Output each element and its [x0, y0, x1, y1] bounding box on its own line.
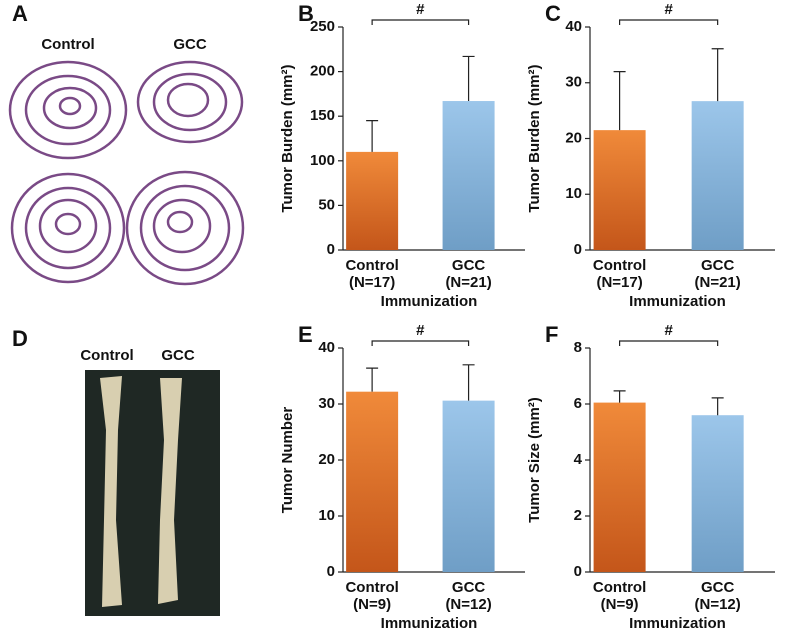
x-tick-label: GCC — [452, 579, 486, 596]
x-tick-sublabel: (N=9) — [601, 596, 639, 613]
error-bar — [711, 397, 724, 416]
y-tick-label: 50 — [318, 196, 335, 213]
bar — [593, 130, 646, 250]
error-bar — [366, 367, 379, 392]
error-bar — [711, 48, 724, 102]
bar — [346, 391, 399, 572]
y-axis-label: Tumor Number — [279, 407, 296, 514]
panel-label: A — [12, 1, 28, 26]
y-axis-label: Tumor Burden (mm²) — [279, 64, 296, 212]
y-tick-label: 20 — [565, 129, 582, 146]
x-tick-label: GCC — [452, 257, 486, 274]
image-caption: GCC — [161, 347, 195, 364]
panel-d: D Control GCC — [12, 326, 220, 616]
error-bar — [462, 364, 475, 401]
image-caption: Control — [41, 36, 94, 53]
x-axis-label: Immunization — [381, 615, 478, 632]
y-tick-label: 150 — [310, 107, 335, 124]
bar — [593, 402, 646, 572]
bar — [691, 101, 744, 251]
significance-bracket — [371, 340, 470, 346]
x-tick-label: Control — [593, 579, 646, 596]
x-axis-label: Immunization — [381, 293, 478, 310]
x-tick-sublabel: (N=17) — [349, 274, 395, 291]
error-bar — [613, 390, 626, 403]
x-tick-sublabel: (N=9) — [353, 596, 391, 613]
colon-control — [100, 376, 122, 607]
error-bar — [366, 120, 379, 152]
histology-sections — [8, 60, 245, 286]
x-axis-label: Immunization — [629, 615, 726, 632]
x-tick-sublabel: (N=21) — [695, 274, 741, 291]
panel-label: E — [298, 322, 313, 347]
panel-label: B — [298, 1, 314, 26]
y-tick-label: 30 — [565, 74, 582, 91]
significance-bracket — [371, 19, 470, 25]
x-tick-sublabel: (N=17) — [596, 274, 642, 291]
y-tick-label: 0 — [327, 563, 335, 580]
bar — [442, 101, 495, 250]
x-axis-label: Immunization — [629, 293, 726, 310]
bar — [346, 151, 399, 250]
bar — [691, 415, 744, 572]
y-tick-label: 250 — [310, 18, 335, 35]
y-tick-label: 0 — [574, 241, 582, 258]
significance-bracket — [619, 340, 719, 346]
y-tick-label: 200 — [310, 63, 335, 80]
y-tick-label: 2 — [574, 507, 582, 524]
error-bar — [462, 55, 475, 102]
significance-bracket — [619, 19, 719, 25]
bar — [442, 400, 495, 572]
x-tick-sublabel: (N=12) — [695, 596, 741, 613]
y-tick-label: 4 — [574, 451, 583, 468]
x-tick-sublabel: (N=12) — [445, 596, 491, 613]
panel-label: D — [12, 326, 28, 351]
annotation: # — [416, 1, 425, 18]
x-tick-label: GCC — [701, 257, 735, 274]
y-tick-label: 6 — [574, 395, 582, 412]
annotation: # — [416, 322, 425, 339]
y-tick-label: 40 — [565, 18, 582, 35]
y-tick-label: 10 — [565, 185, 582, 202]
y-axis-label: Tumor Size (mm²) — [526, 397, 543, 523]
annotation: # — [664, 322, 673, 339]
x-tick-label: Control — [345, 257, 398, 274]
annotation: # — [664, 1, 673, 18]
y-tick-label: 0 — [327, 241, 335, 258]
panel-label: F — [545, 322, 558, 347]
y-tick-label: 30 — [318, 395, 335, 412]
panel-label: C — [545, 1, 561, 26]
x-tick-sublabel: (N=21) — [445, 274, 491, 291]
image-caption: GCC — [173, 36, 207, 53]
error-bar — [613, 71, 626, 131]
y-tick-label: 8 — [574, 339, 582, 356]
x-tick-label: Control — [593, 257, 646, 274]
y-tick-label: 10 — [318, 507, 335, 524]
image-caption: Control — [80, 347, 133, 364]
y-tick-label: 40 — [318, 339, 335, 356]
y-tick-label: 20 — [318, 451, 335, 468]
x-tick-label: GCC — [701, 579, 735, 596]
y-axis-label: Tumor Burden (mm²) — [526, 64, 543, 212]
y-tick-label: 0 — [574, 563, 582, 580]
x-tick-label: Control — [345, 579, 398, 596]
colon-gcc — [158, 378, 182, 604]
y-tick-label: 100 — [310, 152, 335, 169]
panel-a: A Control GCC — [8, 1, 245, 286]
